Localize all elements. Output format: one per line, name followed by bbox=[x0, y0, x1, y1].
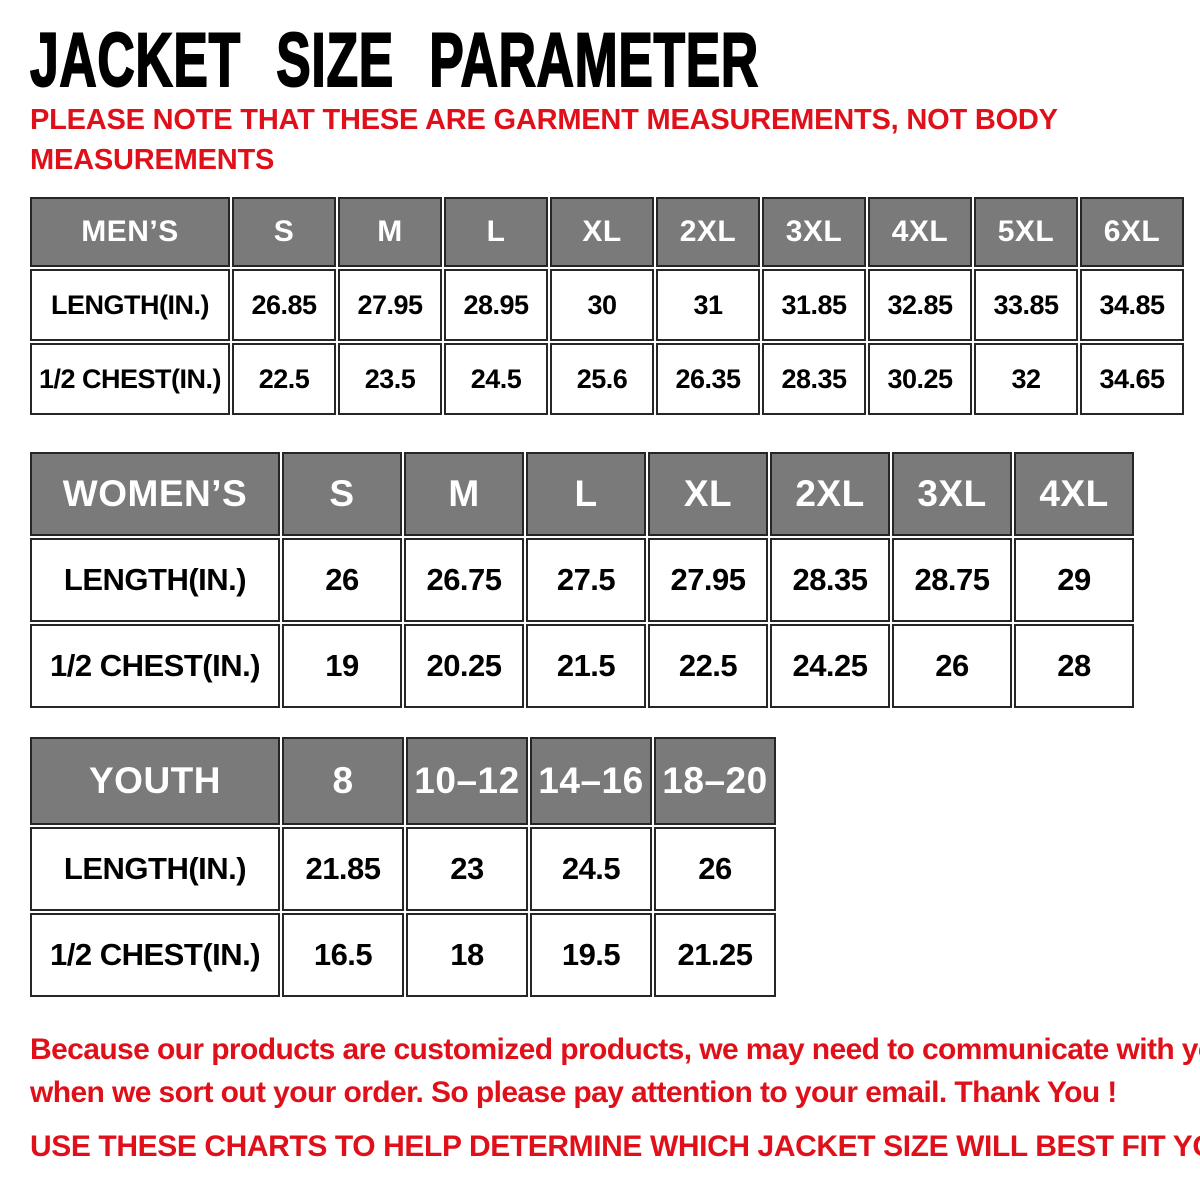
measurement-row: 1/2 CHEST(IN.) 22.5 23.5 24.5 25.6 26.35 28.35… bbox=[30, 343, 1184, 415]
youth-size-table: YOUTH 8 10–12 14–16 18–20 LENGTH(IN.) 21.85 23 2… bbox=[28, 735, 778, 999]
value-cell: 27.95 bbox=[648, 538, 768, 622]
value-cell: 22.5 bbox=[648, 624, 768, 708]
table-title-cell: WOMEN’S bbox=[30, 452, 280, 536]
value-cell: 27.5 bbox=[526, 538, 646, 622]
size-header-cell: 5XL bbox=[974, 197, 1078, 267]
size-header-cell: M bbox=[404, 452, 524, 536]
size-header-row: YOUTH 8 10–12 14–16 18–20 bbox=[30, 737, 776, 825]
value-cell: 30.25 bbox=[868, 343, 972, 415]
value-cell: 24.5 bbox=[530, 827, 652, 911]
value-cell: 21.5 bbox=[526, 624, 646, 708]
row-label-cell: 1/2 CHEST(IN.) bbox=[30, 624, 280, 708]
size-header-cell: S bbox=[232, 197, 336, 267]
size-header-cell: 6XL bbox=[1080, 197, 1184, 267]
size-header-cell: L bbox=[444, 197, 548, 267]
value-cell: 19.5 bbox=[530, 913, 652, 997]
value-cell: 26.35 bbox=[656, 343, 760, 415]
value-cell: 31.85 bbox=[762, 269, 866, 341]
size-header-row: MEN’S S M L XL 2XL 3XL 4XL 5XL 6XL bbox=[30, 197, 1184, 267]
value-cell: 26 bbox=[892, 624, 1012, 708]
value-cell: 28.35 bbox=[770, 538, 890, 622]
value-cell: 18 bbox=[406, 913, 528, 997]
size-header-cell: 4XL bbox=[1014, 452, 1134, 536]
value-cell: 21.25 bbox=[654, 913, 776, 997]
value-cell: 29 bbox=[1014, 538, 1134, 622]
table-title-cell: YOUTH bbox=[30, 737, 280, 825]
size-header-row: WOMEN’S S M L XL 2XL 3XL 4XL bbox=[30, 452, 1134, 536]
value-cell: 26 bbox=[654, 827, 776, 911]
size-header-cell: 14–16 bbox=[530, 737, 652, 825]
measurement-row: 1/2 CHEST(IN.) 19 20.25 21.5 22.5 24.25 26 28 bbox=[30, 624, 1134, 708]
size-table: MEN’S S M L XL 2XL 3XL 4XL 5XL 6XL LENGTH(IN.) 26.8… bbox=[28, 195, 1186, 417]
customization-notice-line-2: when we sort out your order. So please p… bbox=[30, 1076, 1117, 1109]
size-header-cell: S bbox=[282, 452, 402, 536]
value-cell: 16.5 bbox=[282, 913, 404, 997]
row-label-cell: LENGTH(IN.) bbox=[30, 269, 230, 341]
size-header-cell: 3XL bbox=[892, 452, 1012, 536]
value-cell: 20.25 bbox=[404, 624, 524, 708]
row-label-cell: LENGTH(IN.) bbox=[30, 827, 280, 911]
size-header-cell: 4XL bbox=[868, 197, 972, 267]
value-cell: 32 bbox=[974, 343, 1078, 415]
size-header-cell: 8 bbox=[282, 737, 404, 825]
value-cell: 30 bbox=[550, 269, 654, 341]
value-cell: 28.35 bbox=[762, 343, 866, 415]
size-table: YOUTH 8 10–12 14–16 18–20 LENGTH(IN.) 21.85 23 2… bbox=[28, 735, 778, 999]
value-cell: 28.75 bbox=[892, 538, 1012, 622]
table-title-cell: MEN’S bbox=[30, 197, 230, 267]
value-cell: 24.25 bbox=[770, 624, 890, 708]
value-cell: 23 bbox=[406, 827, 528, 911]
measurement-row: 1/2 CHEST(IN.) 16.5 18 19.5 21.25 bbox=[30, 913, 776, 997]
size-header-cell: XL bbox=[550, 197, 654, 267]
value-cell: 25.6 bbox=[550, 343, 654, 415]
note-line-1: PLEASE NOTE THAT THESE ARE GARMENT MEASU… bbox=[30, 104, 1058, 136]
size-header-cell: 3XL bbox=[762, 197, 866, 267]
value-cell: 26.75 bbox=[404, 538, 524, 622]
value-cell: 28 bbox=[1014, 624, 1134, 708]
customization-notice: Because our products are customized prod… bbox=[30, 1028, 1200, 1114]
value-cell: 32.85 bbox=[868, 269, 972, 341]
value-cell: 28.95 bbox=[444, 269, 548, 341]
measurement-row: LENGTH(IN.) 26 26.75 27.5 27.95 28.35 28.75 29 bbox=[30, 538, 1134, 622]
size-header-cell: 2XL bbox=[656, 197, 760, 267]
value-cell: 27.95 bbox=[338, 269, 442, 341]
womens-size-table: WOMEN’S S M L XL 2XL 3XL 4XL LENGTH(IN.) 26 26.75 2… bbox=[28, 450, 1136, 710]
row-label-cell: 1/2 CHEST(IN.) bbox=[30, 913, 280, 997]
value-cell: 31 bbox=[656, 269, 760, 341]
value-cell: 21.85 bbox=[282, 827, 404, 911]
garment-measurement-note: PLEASE NOTE THAT THESE ARE GARMENT MEASU… bbox=[30, 100, 1058, 180]
value-cell: 24.5 bbox=[444, 343, 548, 415]
size-header-cell: L bbox=[526, 452, 646, 536]
value-cell: 34.65 bbox=[1080, 343, 1184, 415]
value-cell: 26.85 bbox=[232, 269, 336, 341]
page-title: JACKET SIZE PARAMETER bbox=[29, 17, 759, 104]
mens-size-table: MEN’S S M L XL 2XL 3XL 4XL 5XL 6XL LENGTH(IN.) 26.8… bbox=[28, 195, 1186, 417]
size-header-cell: M bbox=[338, 197, 442, 267]
value-cell: 22.5 bbox=[232, 343, 336, 415]
size-header-cell: XL bbox=[648, 452, 768, 536]
note-line-2: MEASUREMENTS bbox=[30, 144, 275, 176]
row-label-cell: 1/2 CHEST(IN.) bbox=[30, 343, 230, 415]
size-header-cell: 2XL bbox=[770, 452, 890, 536]
value-cell: 34.85 bbox=[1080, 269, 1184, 341]
usage-instruction: USE THESE CHARTS TO HELP DETERMINE WHICH… bbox=[30, 1130, 1200, 1163]
size-header-cell: 18–20 bbox=[654, 737, 776, 825]
measurement-row: LENGTH(IN.) 26.85 27.95 28.95 30 31 31.85 32.85… bbox=[30, 269, 1184, 341]
value-cell: 33.85 bbox=[974, 269, 1078, 341]
row-label-cell: LENGTH(IN.) bbox=[30, 538, 280, 622]
value-cell: 23.5 bbox=[338, 343, 442, 415]
measurement-row: LENGTH(IN.) 21.85 23 24.5 26 bbox=[30, 827, 776, 911]
customization-notice-line-1: Because our products are customized prod… bbox=[30, 1033, 1200, 1066]
value-cell: 19 bbox=[282, 624, 402, 708]
size-table: WOMEN’S S M L XL 2XL 3XL 4XL LENGTH(IN.) 26 26.75 2… bbox=[28, 450, 1136, 710]
size-header-cell: 10–12 bbox=[406, 737, 528, 825]
value-cell: 26 bbox=[282, 538, 402, 622]
